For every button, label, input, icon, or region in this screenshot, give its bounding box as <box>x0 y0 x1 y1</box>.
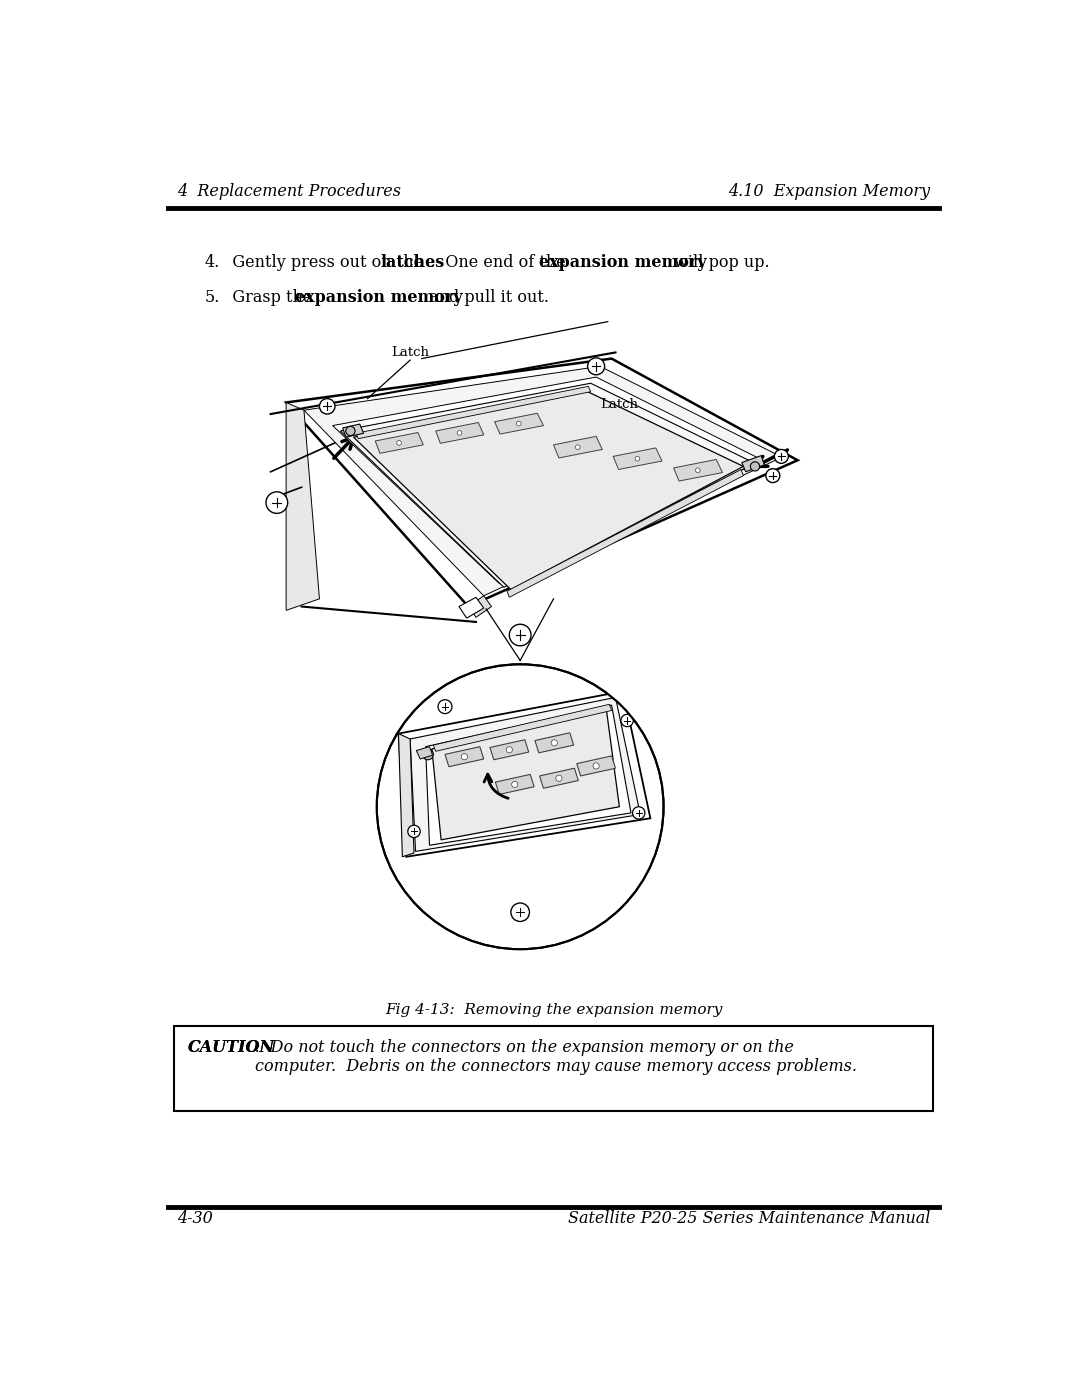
Text: CAUTION: CAUTION <box>188 1038 274 1056</box>
Polygon shape <box>613 448 662 469</box>
Circle shape <box>633 806 645 819</box>
FancyBboxPatch shape <box>174 1027 933 1111</box>
Polygon shape <box>340 383 755 587</box>
Circle shape <box>396 440 402 446</box>
Text: :  Do not touch the connectors on the expansion memory or on the
computer.  Debr: : Do not touch the connectors on the exp… <box>255 1038 858 1076</box>
Text: Fig 4-13:  Removing the expansion memory: Fig 4-13: Removing the expansion memory <box>384 1003 723 1017</box>
Circle shape <box>510 624 531 645</box>
Polygon shape <box>286 359 798 606</box>
Polygon shape <box>742 455 765 472</box>
Polygon shape <box>540 768 578 788</box>
Polygon shape <box>495 414 543 434</box>
Text: 4.: 4. <box>205 254 220 271</box>
Polygon shape <box>445 746 484 767</box>
Polygon shape <box>577 756 616 775</box>
Circle shape <box>556 775 562 781</box>
Circle shape <box>377 665 663 949</box>
Circle shape <box>346 426 355 436</box>
Polygon shape <box>399 692 650 856</box>
Circle shape <box>588 358 605 374</box>
Polygon shape <box>496 774 535 795</box>
Polygon shape <box>459 598 484 617</box>
Circle shape <box>438 700 451 714</box>
Circle shape <box>266 492 287 513</box>
Text: and pull it out.: and pull it out. <box>424 289 550 306</box>
Text: Latch: Latch <box>600 398 638 411</box>
Circle shape <box>320 398 335 414</box>
Text: expansion memory: expansion memory <box>539 254 707 271</box>
FancyArrowPatch shape <box>484 774 509 798</box>
Circle shape <box>751 462 759 471</box>
Polygon shape <box>410 697 640 851</box>
Text: Grasp the: Grasp the <box>217 289 318 306</box>
Text: Satellite P20-25 Series Maintenance Manual: Satellite P20-25 Series Maintenance Manu… <box>568 1210 930 1227</box>
Circle shape <box>507 746 512 753</box>
Text: 4-30: 4-30 <box>177 1210 213 1227</box>
Circle shape <box>551 740 557 746</box>
Text: expansion memory: expansion memory <box>295 289 462 306</box>
Text: Gently press out on the: Gently press out on the <box>217 254 428 271</box>
Circle shape <box>457 430 462 436</box>
Polygon shape <box>469 595 491 617</box>
Polygon shape <box>674 460 723 481</box>
Polygon shape <box>507 469 743 598</box>
Text: CAUTION: CAUTION <box>188 1038 274 1056</box>
Circle shape <box>461 753 468 760</box>
Polygon shape <box>490 740 529 760</box>
Polygon shape <box>399 733 414 856</box>
Text: 5.: 5. <box>205 289 220 306</box>
Polygon shape <box>286 402 320 610</box>
Circle shape <box>408 826 420 838</box>
Polygon shape <box>554 436 603 458</box>
Circle shape <box>635 457 639 461</box>
Text: 4  Replacement Procedures: 4 Replacement Procedures <box>177 183 401 200</box>
Circle shape <box>422 749 433 760</box>
Polygon shape <box>342 425 364 437</box>
Text: 4.10  Expansion Memory: 4.10 Expansion Memory <box>728 183 930 200</box>
Polygon shape <box>356 387 591 439</box>
Circle shape <box>516 422 522 426</box>
Circle shape <box>766 469 780 482</box>
Circle shape <box>511 902 529 922</box>
Polygon shape <box>303 366 782 595</box>
Circle shape <box>696 468 700 472</box>
Polygon shape <box>353 391 743 590</box>
Polygon shape <box>432 708 619 840</box>
Polygon shape <box>435 422 484 443</box>
Text: Latch: Latch <box>391 345 429 359</box>
Circle shape <box>512 781 517 788</box>
Polygon shape <box>426 705 631 845</box>
Polygon shape <box>433 704 611 752</box>
Circle shape <box>621 714 633 726</box>
Circle shape <box>593 763 599 768</box>
Polygon shape <box>416 746 433 759</box>
Circle shape <box>774 450 788 464</box>
Polygon shape <box>535 733 573 753</box>
Circle shape <box>576 444 580 450</box>
Polygon shape <box>375 433 423 453</box>
Text: will pop up.: will pop up. <box>670 254 770 271</box>
Text: latches: latches <box>380 254 445 271</box>
Polygon shape <box>333 377 762 584</box>
Text: .  One end of the: . One end of the <box>430 254 571 271</box>
